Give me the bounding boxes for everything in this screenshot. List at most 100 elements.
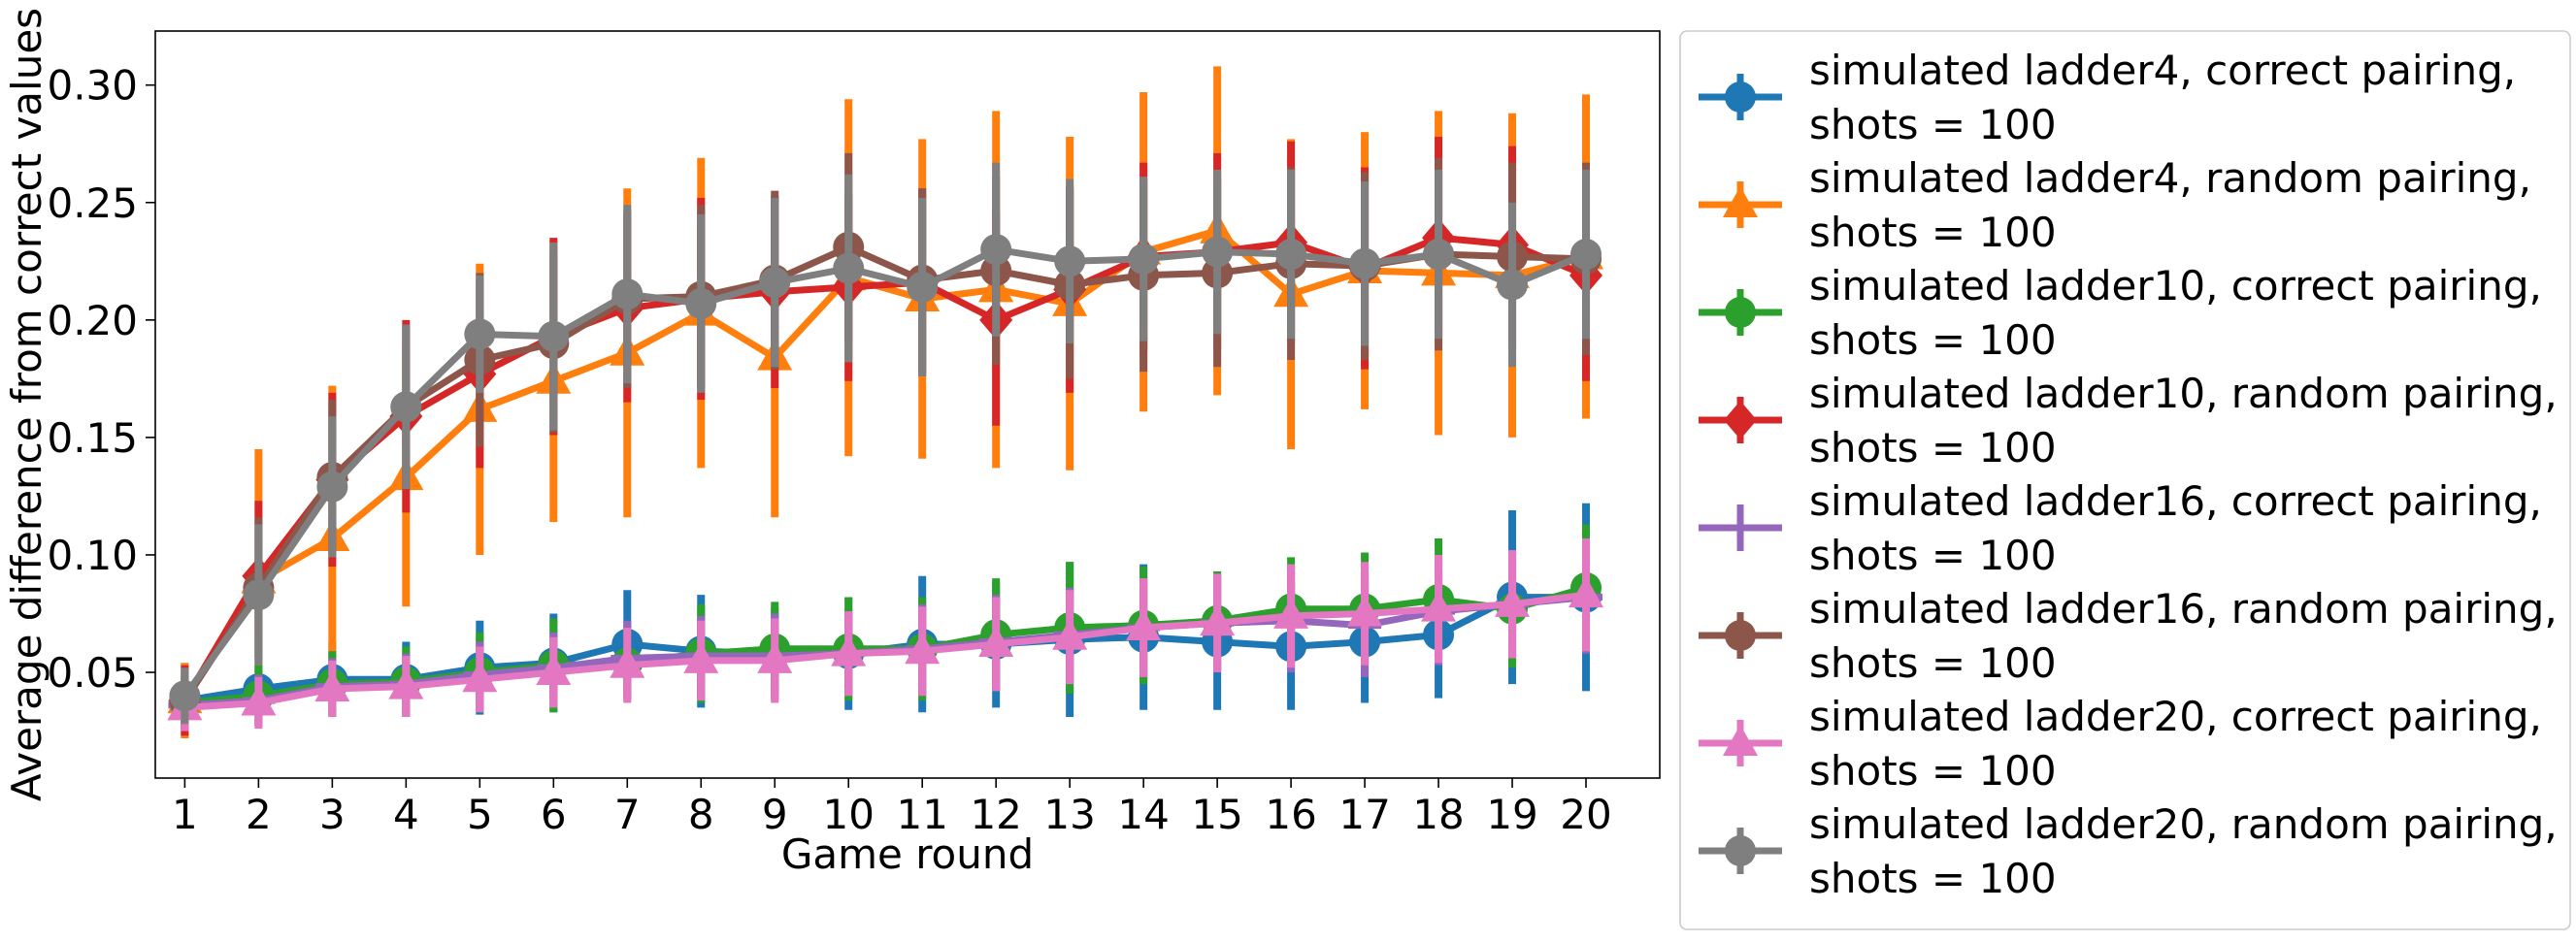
legend-label: simulated ladder16, random pairing,	[1809, 585, 2558, 633]
axes-frame	[154, 30, 1661, 779]
data-point	[1128, 243, 1160, 275]
legend-label: simulated ladder10, random pairing,	[1809, 370, 2558, 417]
data-point	[241, 684, 277, 716]
data-point	[685, 287, 717, 319]
series-line	[182, 227, 1587, 702]
x-tick-label: 19	[1486, 791, 1537, 838]
plot-area	[167, 66, 1604, 738]
data-point	[1275, 239, 1307, 271]
legend-label: simulated ladder20, correct pairing,	[1809, 693, 2542, 740]
data-point	[1423, 239, 1455, 271]
y-tick-label: 0.30	[47, 62, 138, 110]
y-tick-label: 0.20	[47, 297, 138, 344]
x-tick-label: 8	[688, 791, 714, 838]
legend-label: shots = 100	[1809, 532, 2057, 579]
x-tick-label: 18	[1412, 791, 1464, 838]
legend-label: shots = 100	[1809, 747, 2057, 795]
legend-marker	[1725, 620, 1756, 651]
data-point	[536, 654, 572, 686]
data-point	[905, 633, 941, 665]
series-3	[169, 524, 1602, 732]
data-point	[538, 320, 570, 352]
legend-marker	[1725, 297, 1756, 328]
legend-marker	[1724, 511, 1757, 544]
y-tick-label: 0.10	[47, 532, 138, 579]
legend-label: shots = 100	[1809, 316, 2057, 364]
data-point	[316, 471, 348, 503]
data-point	[683, 641, 719, 673]
legend-label: shots = 100	[1809, 424, 2057, 472]
x-tick-label: 12	[970, 791, 1021, 838]
legend-marker	[1723, 725, 1758, 756]
legend-entry: simulated ladder10, random pairing, shots…	[1699, 370, 2558, 472]
x-tick-label: 17	[1338, 791, 1390, 838]
legend-marker	[1723, 186, 1758, 217]
data-point	[388, 667, 424, 699]
series-line	[184, 591, 1587, 711]
series-8	[169, 162, 1602, 725]
x-tick-label: 13	[1043, 791, 1095, 838]
data-point	[1126, 609, 1162, 641]
series-5	[168, 540, 1603, 730]
legend-label: simulated ladder10, correct pairing,	[1809, 262, 2542, 309]
data-point	[831, 634, 867, 667]
x-tick-label: 10	[822, 791, 874, 838]
legend-entry: simulated ladder16, correct pairing, shot…	[1699, 477, 2542, 579]
data-point	[978, 625, 1014, 657]
data-point	[169, 680, 201, 712]
legend-entry: simulated ladder4, correct pairing, shots…	[1699, 47, 2516, 148]
legend-frame	[1679, 30, 2571, 930]
x-tick-label: 14	[1117, 791, 1169, 838]
legend-label: shots = 100	[1809, 855, 2057, 902]
legend-entry: simulated ladder16, random pairing, shots…	[1699, 585, 2558, 687]
data-point	[462, 661, 498, 693]
x-tick-label: 11	[896, 791, 947, 838]
data-point	[1202, 236, 1234, 268]
legend-label: simulated ladder4, random pairing,	[1809, 154, 2531, 202]
legend-entry: simulated ladder20, correct pairing, shot…	[1699, 693, 2542, 795]
data-point	[907, 271, 939, 303]
legend-label: shots = 100	[1809, 209, 2057, 256]
x-tick-label: 15	[1191, 791, 1242, 838]
data-point	[757, 641, 793, 673]
x-tick-label: 16	[1265, 791, 1316, 838]
y-axis-ticks: 0.05 0.10 0.15 0.20 0.25 0.30	[47, 62, 155, 697]
data-point	[243, 579, 275, 611]
data-point	[390, 391, 422, 423]
y-tick-label: 0.25	[47, 179, 138, 227]
data-point	[759, 267, 791, 299]
data-point	[611, 278, 644, 310]
data-point	[1200, 604, 1236, 636]
y-tick-label: 0.15	[47, 414, 138, 462]
y-tick-label: 0.05	[47, 649, 138, 697]
legend-label: shots = 100	[1809, 639, 2057, 687]
legend-marker	[1724, 401, 1757, 439]
data-point	[1347, 595, 1383, 627]
legend-label: simulated ladder16, correct pairing,	[1809, 477, 2542, 525]
x-axis-label: Game round	[781, 830, 1034, 878]
data-point	[833, 252, 865, 284]
data-point	[464, 318, 496, 350]
x-axis-ticks: 1 2 3 4 5 6 7 8 9 10 11 12 13 14 15 16 17 18 19 20	[172, 778, 1612, 838]
data-point	[1570, 239, 1602, 271]
x-tick-label: 4	[393, 791, 419, 838]
x-tick-label: 7	[614, 791, 641, 838]
data-point	[1497, 269, 1529, 301]
data-point	[1349, 247, 1381, 279]
y-axis-label: Average difference from correct values	[3, 8, 50, 801]
legend-marker	[1725, 81, 1756, 113]
data-point	[314, 669, 350, 701]
data-point	[1421, 590, 1457, 622]
data-point	[1054, 245, 1086, 277]
legend-entry: simulated ladder4, random pairing, shots …	[1699, 154, 2531, 256]
legend-label: shots = 100	[1809, 101, 2057, 148]
data-point	[1569, 576, 1604, 608]
legend-marker	[1725, 835, 1756, 866]
series-7	[167, 538, 1604, 732]
data-point	[1273, 597, 1309, 629]
data-point	[1495, 585, 1531, 617]
legend-label: simulated ladder4, correct pairing,	[1809, 47, 2516, 94]
x-tick-label: 9	[762, 791, 788, 838]
